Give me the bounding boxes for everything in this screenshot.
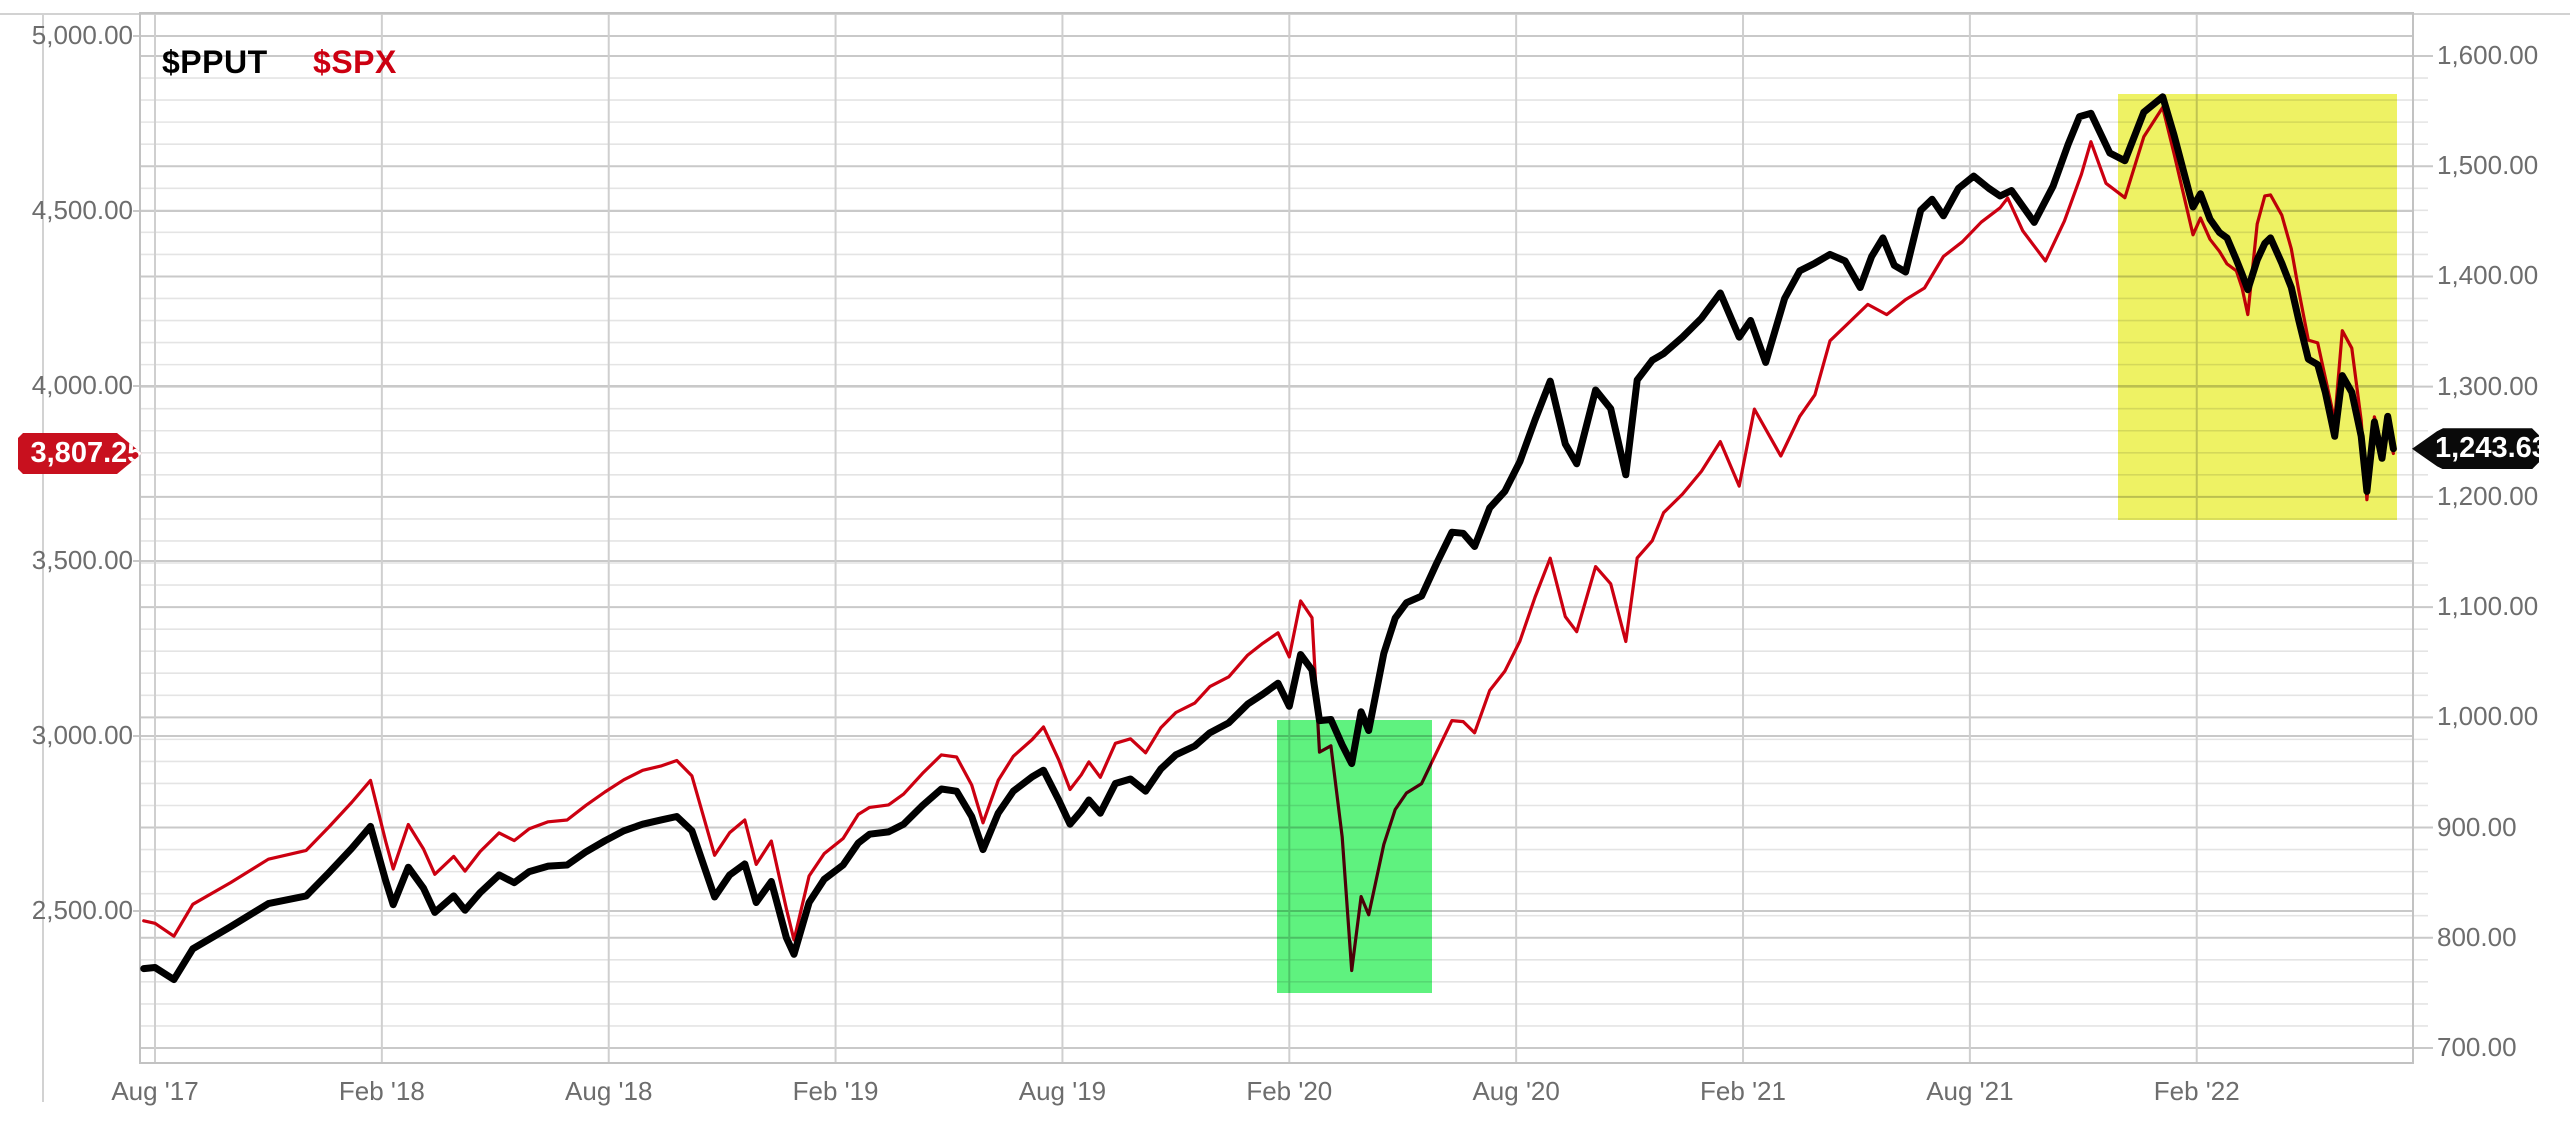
pput-last-price-value: 1,243.63 bbox=[2435, 432, 2548, 465]
legend-item-pput[interactable]: $PPUT bbox=[162, 44, 268, 80]
pput-last-price-badge: 1,243.63 bbox=[2412, 428, 2539, 470]
date-axis-label: Aug '21 bbox=[1926, 1076, 2014, 1106]
date-axis-label: Feb '18 bbox=[338, 1076, 425, 1106]
date-axis-label: Feb '22 bbox=[2153, 1076, 2240, 1106]
right-axis-label: 1,300.00 bbox=[2437, 370, 2539, 401]
spx-last-price-value: 3,807.25 bbox=[30, 436, 144, 469]
chart-frame-left-border bbox=[42, 13, 44, 1102]
date-axis-label: Aug '20 bbox=[1472, 1076, 1560, 1106]
chart-legend: $PPUT $SPX bbox=[162, 44, 397, 81]
right-axis-label: 700.00 bbox=[2437, 1031, 2517, 1062]
left-axis-label: 2,500.00 bbox=[31, 895, 133, 925]
date-axis-label: Aug '17 bbox=[111, 1076, 199, 1106]
date-axis-label: Feb '20 bbox=[1246, 1076, 1333, 1106]
date-axis-label: Aug '18 bbox=[565, 1076, 653, 1106]
plot-border bbox=[139, 12, 2414, 1064]
right-axis-label: 800.00 bbox=[2437, 921, 2517, 952]
series-line-spx[interactable] bbox=[142, 105, 2395, 973]
date-axis-label: Feb '19 bbox=[792, 1076, 879, 1106]
right-axis-label: 1,500.00 bbox=[2437, 150, 2539, 181]
right-axis-label: 900.00 bbox=[2437, 811, 2517, 842]
right-axis-label: 1,200.00 bbox=[2437, 480, 2539, 511]
date-axis-label: Aug '19 bbox=[1018, 1076, 1107, 1106]
series-line-pput[interactable] bbox=[140, 93, 2397, 984]
left-axis-label: 3,000.00 bbox=[31, 720, 133, 750]
highlight-2022-decline-yellow-box bbox=[2118, 94, 2398, 521]
left-axis-label: 5,000.00 bbox=[31, 20, 133, 50]
left-axis-label: 4,000.00 bbox=[31, 370, 133, 400]
date-axis-label: Feb '21 bbox=[1700, 1076, 1786, 1106]
left-axis-label: 4,500.00 bbox=[31, 195, 133, 225]
highlight-covid-crash-green-box bbox=[1276, 719, 1432, 993]
legend-item-spx[interactable]: $SPX bbox=[313, 44, 397, 80]
right-axis-label: 1,100.00 bbox=[2437, 591, 2539, 622]
right-axis-label: 1,400.00 bbox=[2437, 260, 2539, 291]
right-axis-label: 1,600.00 bbox=[2437, 40, 2539, 70]
right-axis-label: 1,000.00 bbox=[2437, 701, 2539, 732]
left-axis-label: 3,500.00 bbox=[31, 545, 133, 575]
spx-last-price-badge: 3,807.25 bbox=[18, 432, 144, 474]
